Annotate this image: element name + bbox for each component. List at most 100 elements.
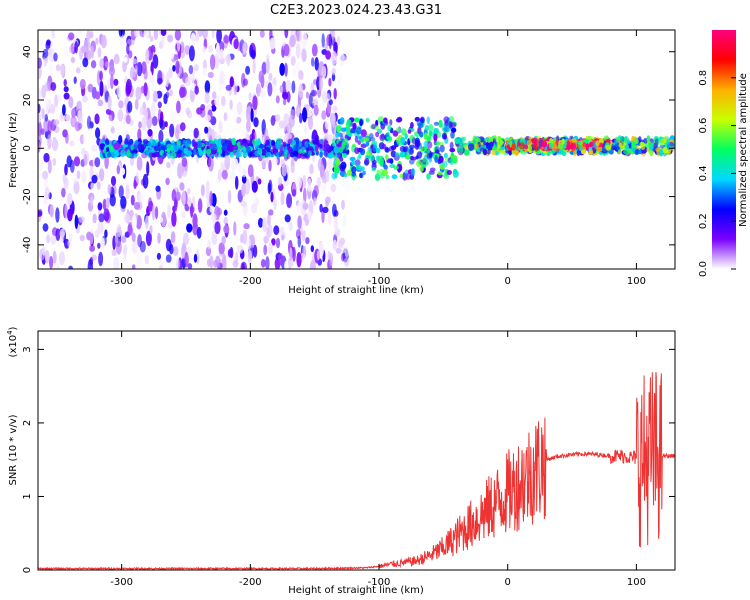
heatmap-cell (143, 30, 149, 40)
heatmap-cell (243, 151, 248, 158)
heatmap-cell (197, 244, 203, 256)
heatmap-cell (49, 204, 54, 218)
heatmap-cell (298, 83, 304, 99)
heatmap-cell (133, 30, 140, 38)
heatmap-cell (52, 250, 57, 264)
colorbar-tick-label: 0.4 (698, 165, 709, 181)
heatmap-cell (239, 145, 246, 150)
heatmap-cell (52, 158, 57, 166)
heatmap-cell (296, 30, 302, 43)
heatmap-cell (241, 183, 246, 198)
heatmap-cell (222, 142, 228, 147)
heatmap-cell (290, 165, 296, 173)
heatmap-cell (111, 249, 118, 256)
heatmap-cell (218, 148, 223, 155)
heatmap-cell (94, 113, 100, 125)
heatmap-cell (241, 175, 247, 184)
heatmap-cell (149, 225, 153, 234)
heatmap-cell (68, 265, 73, 269)
heatmap-cell (165, 254, 172, 263)
heatmap-cell (73, 156, 81, 167)
heatmap-cell (144, 107, 148, 123)
heatmap-cell (236, 244, 244, 254)
heatmap-cell (428, 130, 433, 137)
heatmap-cell (44, 98, 49, 115)
heatmap-cell (97, 220, 104, 235)
heatmap-cell (234, 70, 239, 87)
heatmap-cell (414, 140, 421, 148)
heatmap-cell (375, 131, 380, 138)
heatmap-cell (229, 76, 234, 88)
heatmap-cell (341, 127, 347, 132)
heatmap-cell (416, 151, 423, 159)
y-tick-label: 3 (22, 346, 33, 352)
heatmap-cell (196, 226, 202, 239)
heatmap-cell (174, 199, 178, 212)
heatmap-cell (333, 166, 341, 174)
heatmap-cell (66, 155, 72, 168)
heatmap-cell (310, 89, 317, 97)
heatmap-cell (293, 144, 300, 152)
heatmap-cell (192, 150, 196, 156)
heatmap-cell (448, 121, 453, 129)
heatmap-cell (580, 149, 586, 155)
heatmap-cell (134, 98, 139, 110)
heatmap-cell (43, 152, 50, 163)
heatmap-cell (165, 71, 170, 88)
heatmap-cell (108, 145, 114, 153)
heatmap-cell (319, 144, 323, 149)
heatmap-cell (437, 171, 443, 176)
heatmap-cell (409, 159, 415, 165)
heatmap-cell (205, 246, 212, 257)
heatmap-cell (414, 116, 420, 122)
heatmap-cell (360, 129, 367, 138)
heatmap-cell (438, 119, 443, 128)
heatmap-cell (352, 122, 357, 131)
heatmap-cell (89, 31, 94, 39)
heatmap-cell (332, 239, 338, 251)
heatmap-cell (331, 172, 337, 180)
heatmap-cell (195, 32, 200, 42)
heatmap-cell (637, 149, 643, 155)
heatmap-cell (405, 172, 412, 180)
heatmap-cell (375, 155, 380, 162)
heatmap-cell (343, 257, 350, 267)
heatmap-cell (149, 81, 154, 94)
chart-title: C2E3.2023.024.23.43.G31 (270, 3, 442, 18)
heatmap-cell (283, 113, 290, 127)
heatmap-cell (337, 152, 342, 159)
heatmap-cell (663, 135, 668, 143)
heatmap-cell (270, 191, 274, 203)
heatmap-cell (208, 156, 214, 172)
heatmap-cell (193, 127, 199, 139)
heatmap-cell (211, 230, 218, 246)
heatmap-cell (329, 252, 334, 267)
heatmap-cell (63, 92, 70, 100)
x-tick-label: 0 (505, 577, 511, 588)
heatmap-cell (588, 150, 594, 155)
heatmap-cell (288, 221, 293, 232)
heatmap-cell (265, 58, 270, 74)
heatmap-cell (354, 135, 359, 143)
heatmap-cell (279, 120, 285, 129)
heatmap-cell (428, 158, 433, 163)
heatmap-cell (160, 30, 167, 36)
heatmap-cell (179, 86, 186, 99)
heatmap-cell (225, 84, 232, 91)
heatmap-cell (71, 108, 76, 119)
heatmap-cell (77, 100, 82, 110)
heatmap-cell (50, 235, 57, 245)
heatmap-cell (126, 149, 131, 158)
snr-x-axis-label: Height of straight line (km) (288, 585, 424, 596)
heatmap-cell (97, 202, 103, 211)
heatmap-cell (77, 122, 83, 130)
heatmap-cell (296, 61, 301, 74)
heatmap-cell (281, 164, 287, 177)
heatmap-cell (271, 140, 276, 146)
heatmap-cell (396, 163, 403, 172)
heatmap-cell (120, 195, 127, 209)
heatmap-cell (60, 231, 65, 243)
heatmap-cell (293, 171, 297, 178)
heatmap-cell (147, 128, 153, 137)
heatmap-cell (267, 182, 272, 195)
